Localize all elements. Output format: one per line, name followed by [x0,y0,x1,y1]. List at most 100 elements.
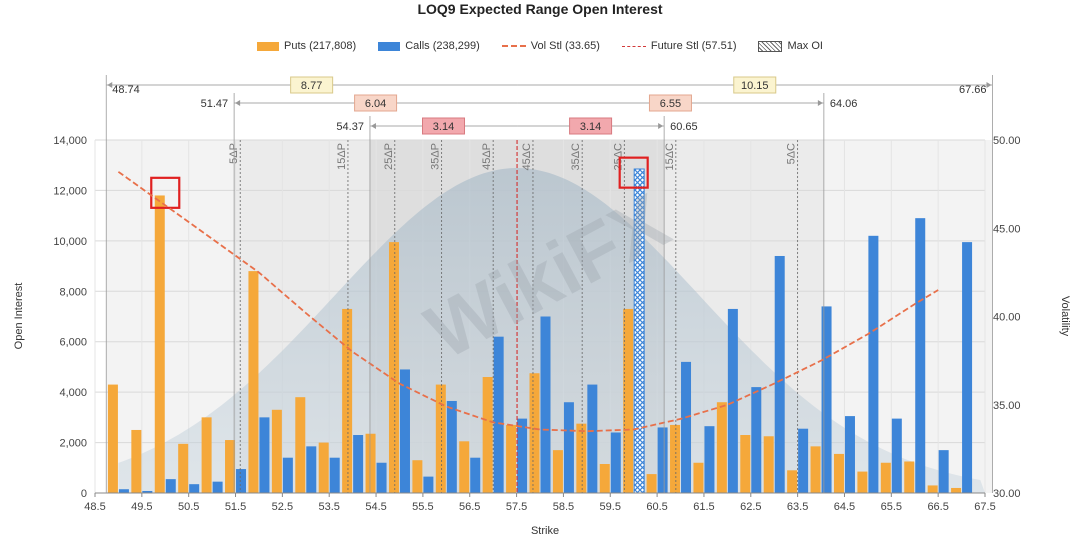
x-tick-label: 55.5 [412,501,433,513]
x-tick-label: 60.5 [646,501,667,513]
call-bar [165,479,176,493]
call-bar [517,418,528,493]
range-arrow [658,123,664,129]
put-bar [529,373,540,493]
put-bar [248,271,259,493]
delta-label: 15ΔP [336,143,348,170]
call-bar [118,489,129,493]
x-tick-label: 53.5 [318,501,339,513]
put-bar [787,470,798,493]
call-bar [399,369,410,493]
future-stl-swatch [621,45,646,47]
range-width-high-label: 3.14 [580,121,601,133]
legend-item-max-oi[interactable]: Max OI [758,40,823,52]
range-width-high-box [569,117,613,135]
put-bar [412,460,423,493]
range-arrow [817,100,823,106]
y-tick-label: 6,000 [59,337,87,349]
y-tick-label: 0 [81,488,87,500]
range-width-low-box [354,94,398,112]
call-bar [446,400,457,493]
put-bar [623,308,634,493]
call-bar [962,242,973,493]
put-bar [365,433,376,493]
x-tick-label: 56.5 [459,501,480,513]
chart-title: LOQ9 Expected Range Open Interest [417,1,663,17]
range-high-label: 64.06 [830,98,858,110]
delta-label: 35ΔC [570,143,582,171]
range-width-low-box [422,117,466,135]
x-tick-label: 52.5 [272,501,293,513]
put-bar [576,423,587,493]
legend-label-calls: Calls (238,299) [405,40,480,52]
delta-label: 5ΔC [786,143,798,164]
y-tick-label: 2,000 [59,438,87,450]
y2-axis-title: Volatility [1059,296,1071,337]
x-tick-label: 66.5 [927,501,948,513]
call-bar [681,361,692,493]
range-width-high-label: 6.55 [660,98,681,110]
x-tick-label: 51.5 [225,501,246,513]
range-width-low-label: 8.77 [301,80,322,92]
legend-item-calls[interactable]: Calls (238,299) [378,40,480,52]
delta-label: 35ΔP [430,143,442,170]
range-high-label: 60.65 [670,121,698,133]
put-bar [318,442,329,493]
range-arrow [107,82,113,88]
range-width-high-box [733,76,777,94]
put-bar [506,424,517,493]
legend-item-puts[interactable]: Puts (217,808) [257,40,356,52]
x-tick-label: 64.5 [834,501,855,513]
call-bar [282,457,293,493]
calls-swatch [378,41,401,51]
y-tick-label: 12,000 [53,185,87,197]
range-width-low-label: 6.04 [365,98,386,110]
put-bar [342,308,353,493]
put-bar [388,242,399,493]
delta-label: 45ΔC [521,143,533,171]
call-bar [821,306,832,493]
x-tick-label: 63.5 [787,501,808,513]
call-bar [212,481,223,493]
put-bar [833,453,844,493]
y2-tick-label: 50.00 [993,135,1021,147]
probability-distribution [118,168,985,493]
put-bar [201,417,212,493]
call-bar [236,469,247,493]
range-low-label: 48.74 [112,84,140,96]
put-bar [271,409,282,493]
put-bar [435,384,446,493]
put-bar [131,429,142,493]
put-bar [178,443,189,493]
put-bar [904,461,915,493]
call-bar [563,402,574,493]
chart-legend: Puts (217,808) Calls (238,299) Vol Stl (… [0,40,1080,52]
y-axis-title: Open Interest [13,283,25,350]
y2-tick-label: 30.00 [993,488,1021,500]
range-width-low-label: 3.14 [433,121,454,133]
legend-item-vol-stl[interactable]: Vol Stl (33.65) [501,40,600,52]
legend-label-future-stl: Future Stl (57.51) [650,40,737,52]
legend-item-future-stl[interactable]: Future Stl (57.51) [621,40,737,52]
call-bar [798,428,809,493]
call-bar [540,316,551,493]
puts-swatch [257,41,280,51]
put-bar [107,384,118,493]
y-tick-label: 14,000 [53,135,87,147]
call-bar [259,417,270,493]
delta-label: 25ΔP [383,143,395,170]
delta-label: 15ΔC [664,143,676,171]
put-bar [716,402,727,493]
x-tick-label: 67.5 [974,501,995,513]
call-bar [844,416,855,493]
call-bar [329,457,340,493]
range-arrow [986,82,992,88]
put-bar [670,424,681,493]
put-bar [482,377,493,493]
call-bar [727,308,738,493]
range-low-label: 51.47 [201,98,229,110]
put-bar [927,485,938,493]
put-bar [693,462,704,493]
call-bar [657,427,668,493]
